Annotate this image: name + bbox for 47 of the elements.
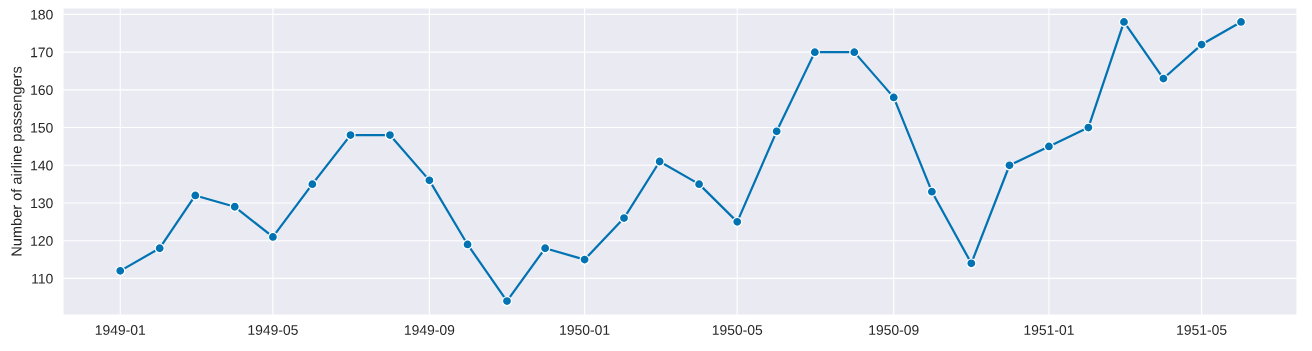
y-tick-label: 150 (31, 122, 53, 133)
x-tick-label: 1951-01 (1024, 325, 1074, 335)
y-tick-label: 160 (31, 85, 53, 96)
point (267, 231, 279, 243)
point (809, 46, 820, 58)
point (229, 201, 240, 212)
point (1004, 160, 1015, 171)
point (693, 178, 705, 190)
point (1083, 122, 1094, 133)
x-tick-label: 1949-09 (404, 325, 455, 335)
point (1158, 73, 1169, 84)
x-tick-label: 1950-09 (869, 325, 919, 335)
point (1118, 16, 1130, 28)
point (384, 129, 396, 141)
point (307, 178, 318, 190)
point (654, 156, 665, 167)
point (1235, 16, 1247, 28)
x-tick-label: 1951-05 (1177, 325, 1227, 335)
point (190, 190, 201, 201)
x-tick-label: 1950-01 (560, 325, 610, 335)
point (540, 243, 551, 254)
y-tick-label: 130 (31, 198, 53, 209)
point (966, 258, 977, 269)
point (926, 186, 938, 197)
point (501, 295, 513, 307)
point (462, 239, 473, 250)
point (154, 243, 165, 254)
x-tick-label: 1950-05 (712, 325, 763, 335)
point (618, 212, 630, 224)
point (115, 265, 126, 277)
y-axis-title: Number of airline passengers (10, 66, 25, 256)
point (345, 129, 356, 141)
y-tick-label: 110 (32, 273, 53, 284)
y-tick-label: 170 (31, 47, 53, 58)
point (849, 46, 860, 58)
point (732, 216, 743, 227)
x-tick-label: 1949-01 (95, 325, 146, 335)
y-tick-label: 120 (31, 236, 53, 246)
y-tick-label: 140 (31, 160, 53, 171)
point (1196, 39, 1207, 50)
y-tick-label: 180 (31, 9, 53, 20)
point (579, 254, 590, 265)
point (771, 126, 782, 137)
x-tick-label: 1949-05 (248, 325, 298, 335)
point (888, 92, 899, 103)
point (1043, 141, 1055, 152)
point (424, 175, 435, 186)
